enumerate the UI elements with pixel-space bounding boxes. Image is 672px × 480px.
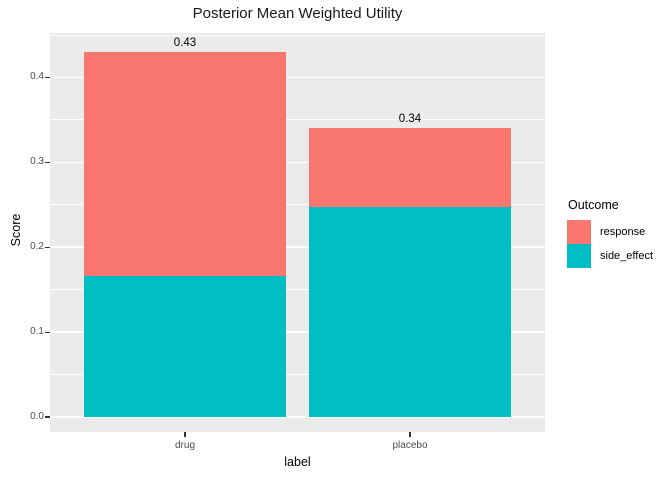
x-tick-label: drug xyxy=(174,440,195,451)
y-tick-mark xyxy=(45,416,50,418)
y-tick-label: 0.0 xyxy=(30,411,44,422)
bar-total-label: 0.43 xyxy=(173,36,197,49)
gridline-minor xyxy=(50,119,545,121)
y-tick-label: 0.2 xyxy=(30,241,44,253)
y-tick-label: 0.3 xyxy=(30,156,44,168)
legend-items: response side_effect xyxy=(567,220,672,268)
y-tick-label: 0.1 xyxy=(30,326,44,338)
bar-total-label: 0.34 xyxy=(398,113,422,126)
gridline-major xyxy=(50,416,545,418)
y-axis-title: Score xyxy=(9,213,23,247)
x-tick-mark xyxy=(409,432,411,437)
gridline-major xyxy=(50,246,545,248)
legend-item-label: response xyxy=(600,226,646,238)
x-tick-mark xyxy=(184,432,186,437)
legend: Outcome response side_effect xyxy=(567,198,672,268)
gridline-minor xyxy=(50,34,545,36)
y-tick-mark xyxy=(45,246,50,248)
gridline-major xyxy=(50,331,545,333)
x-axis-title: label xyxy=(284,455,311,469)
gridline-minor xyxy=(50,374,545,375)
y-tick-mark xyxy=(45,161,50,163)
legend-title: Outcome xyxy=(568,198,619,212)
legend-item-response: response xyxy=(567,220,672,244)
y-tick-mark xyxy=(45,76,50,78)
gridline-major xyxy=(50,76,545,79)
x-tick-label: placebo xyxy=(392,440,428,451)
bar-drug-response xyxy=(84,51,286,277)
chart-title: Posterior Mean Weighted Utility xyxy=(192,5,403,22)
gridline-major xyxy=(50,161,545,164)
plot-panel: 0.43 0.34 xyxy=(50,33,545,432)
y-tick-mark xyxy=(45,331,50,333)
bar-placebo-response xyxy=(309,128,511,208)
legend-item-side_effect: side_effect xyxy=(567,244,672,268)
bar-placebo-side_effect xyxy=(309,207,511,417)
legend-key-swatch xyxy=(567,220,591,244)
legend-key-swatch xyxy=(567,244,591,268)
y-tick-label: 0.4 xyxy=(30,71,44,83)
gridline-minor xyxy=(50,289,545,291)
gridline-minor xyxy=(50,204,545,206)
bar-drug-side_effect xyxy=(84,276,286,417)
legend-item-label: side_effect xyxy=(600,250,654,262)
